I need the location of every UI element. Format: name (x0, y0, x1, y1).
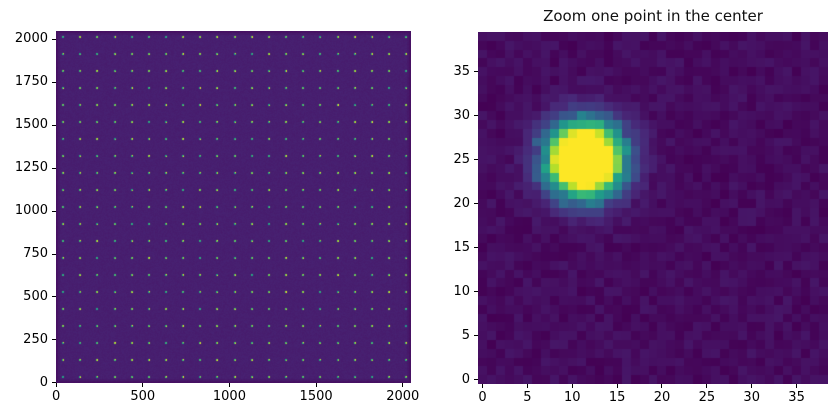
y-tick-mark (474, 159, 478, 161)
y-tick-mark (52, 210, 56, 212)
x-tick-label: 0 (51, 389, 61, 404)
x-tick-label: 1000 (212, 389, 246, 404)
zoom-axes-title: Zoom one point in the center (543, 7, 763, 25)
y-tick-mark (52, 81, 56, 83)
y-tick-label: 1750 (14, 74, 48, 90)
x-tick-label: 35 (788, 390, 805, 405)
x-tick-label: 15 (608, 390, 626, 405)
y-tick-mark (52, 253, 56, 255)
x-tick-mark (661, 384, 663, 388)
y-tick-label: 500 (23, 288, 48, 304)
y-tick-label: 20 (453, 195, 470, 211)
x-tick-mark (402, 383, 404, 387)
x-tick-mark (616, 384, 618, 388)
y-tick-label: 750 (23, 246, 48, 261)
x-tick-mark (142, 383, 144, 387)
y-tick-mark (474, 71, 478, 73)
x-tick-label: 20 (653, 390, 671, 405)
x-tick-mark (706, 384, 708, 388)
y-tick-mark (52, 124, 56, 126)
y-tick-label: 5 (461, 327, 470, 343)
x-tick-label: 0 (478, 390, 487, 405)
zoom-image-axes (478, 32, 828, 384)
y-tick-mark (52, 296, 56, 298)
detector-image-axes (56, 31, 411, 383)
x-tick-label: 30 (743, 390, 760, 405)
x-tick-label: 2000 (386, 389, 420, 404)
y-tick-mark (474, 247, 478, 249)
x-tick-mark (571, 384, 573, 388)
y-tick-mark (474, 291, 478, 293)
x-tick-mark (796, 384, 798, 388)
x-tick-label: 10 (563, 390, 581, 405)
y-tick-mark (474, 115, 478, 117)
x-tick-label: 5 (523, 390, 532, 405)
y-tick-label: 30 (453, 107, 470, 123)
x-tick-mark (751, 384, 753, 388)
y-tick-label: 35 (453, 63, 470, 79)
x-tick-mark (526, 384, 528, 388)
y-tick-mark (52, 38, 56, 40)
y-tick-mark (52, 339, 56, 341)
x-tick-mark (228, 383, 230, 387)
x-tick-mark (481, 384, 483, 388)
y-tick-mark (474, 379, 478, 381)
y-tick-label: 2000 (14, 31, 48, 47)
y-tick-mark (52, 167, 56, 169)
x-tick-label: 1500 (299, 389, 333, 404)
y-tick-label: 15 (453, 239, 470, 255)
y-tick-label: 10 (453, 283, 470, 299)
x-tick-label: 500 (130, 389, 156, 404)
y-tick-label: 1000 (14, 203, 48, 219)
y-tick-label: 0 (461, 371, 470, 387)
x-tick-mark (55, 383, 57, 387)
y-tick-mark (474, 203, 478, 205)
y-tick-label: 250 (23, 331, 48, 347)
y-tick-label: 0 (39, 374, 48, 390)
y-tick-label: 1250 (14, 160, 48, 176)
x-tick-label: 25 (698, 390, 716, 405)
zoom-heatmap-image (478, 32, 828, 384)
x-tick-mark (315, 383, 317, 387)
y-tick-mark (474, 335, 478, 337)
detector-heatmap-image (56, 31, 411, 383)
y-tick-label: 25 (453, 151, 470, 167)
y-tick-label: 1500 (14, 117, 48, 133)
y-tick-mark (52, 382, 56, 384)
